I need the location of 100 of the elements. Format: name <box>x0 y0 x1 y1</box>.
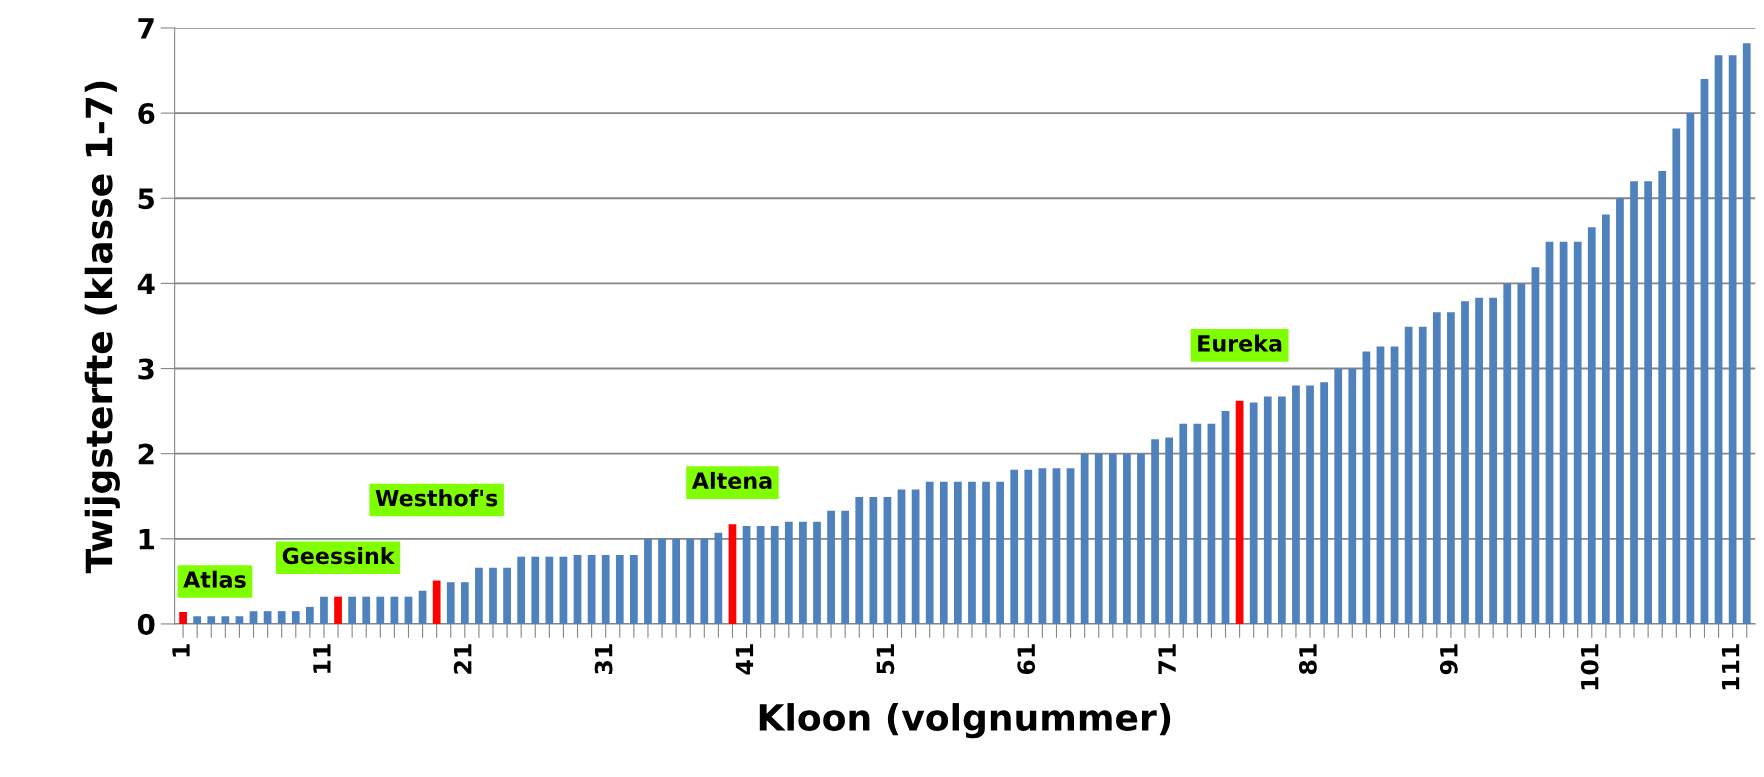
bar <box>362 596 371 624</box>
bar <box>1531 267 1540 624</box>
bar <box>1010 469 1019 624</box>
bar <box>1179 423 1188 624</box>
bar <box>1559 241 1568 624</box>
bar <box>1066 468 1075 624</box>
bar <box>813 521 821 624</box>
bar <box>883 497 892 624</box>
bar <box>531 556 540 624</box>
bar <box>1573 241 1582 624</box>
bar <box>953 481 962 624</box>
x-tick-label: 21 <box>453 644 472 674</box>
bar <box>686 538 695 624</box>
bar <box>1517 283 1526 624</box>
bar <box>601 554 610 624</box>
bar <box>996 481 1004 624</box>
bar <box>1418 326 1427 624</box>
bar <box>1334 368 1343 624</box>
bar <box>1390 346 1399 624</box>
bar <box>1447 312 1455 624</box>
bar <box>1348 368 1357 624</box>
bar <box>1306 385 1314 624</box>
bar <box>784 521 793 624</box>
bar <box>1545 241 1554 624</box>
bar <box>503 567 511 624</box>
bar <box>615 554 624 624</box>
bar <box>475 567 483 624</box>
bar <box>291 611 300 624</box>
bar <box>1038 468 1047 624</box>
bar <box>855 497 864 624</box>
bar <box>770 526 779 624</box>
bar <box>1277 396 1286 624</box>
bar <box>897 489 906 624</box>
x-tick-label: 31 <box>594 644 613 674</box>
y-axis-title: Twijgsterfte (klasse 1-7) <box>84 81 120 574</box>
bar <box>1123 453 1131 624</box>
x-tick-label: 101 <box>1580 644 1599 690</box>
bar <box>911 489 920 624</box>
bar <box>517 556 526 624</box>
bar <box>1503 283 1512 624</box>
bar <box>700 538 709 624</box>
bar <box>446 582 455 624</box>
bar <box>1235 400 1244 624</box>
bar <box>1587 227 1596 624</box>
bar <box>644 538 652 624</box>
bar <box>799 521 807 624</box>
bar <box>376 596 385 624</box>
bar <box>545 556 554 624</box>
bar <box>559 556 568 624</box>
bar <box>742 526 751 624</box>
bar <box>1108 453 1117 624</box>
bar <box>277 611 286 624</box>
bar <box>714 532 723 624</box>
bar <box>841 510 850 624</box>
bar <box>1080 453 1089 624</box>
bar <box>1686 113 1695 624</box>
bar <box>207 616 216 624</box>
x-tick-label: 61 <box>1017 644 1036 675</box>
bar <box>1432 312 1441 624</box>
bar <box>1489 297 1498 624</box>
x-tick-label: 41 <box>735 644 754 675</box>
x-tick-label: 81 <box>1299 644 1317 675</box>
bar <box>179 612 187 624</box>
bar <box>1461 301 1469 624</box>
bar <box>1376 346 1385 624</box>
bar <box>1630 181 1638 624</box>
y-tick-label: 2 <box>138 443 154 465</box>
bar <box>1024 469 1033 624</box>
bar <box>418 590 427 624</box>
x-axis-title: Kloon (volgnummer) <box>759 703 1171 739</box>
y-tick-label: 0 <box>137 613 155 635</box>
y-tick-label: 4 <box>137 273 155 294</box>
x-tick-label: 11 <box>313 644 331 673</box>
x-tick-label: 1 <box>172 644 190 657</box>
bar <box>1207 423 1216 624</box>
bar <box>348 596 356 624</box>
bar <box>404 596 413 624</box>
x-tick-label: 71 <box>1158 644 1176 674</box>
bar <box>827 510 835 624</box>
annotation: Geessink <box>282 547 395 565</box>
bar <box>1658 171 1667 624</box>
bar <box>1165 437 1174 624</box>
x-tick-label: 91 <box>1439 644 1458 675</box>
bar <box>629 554 638 624</box>
bar <box>658 538 666 624</box>
bar <box>1672 128 1681 624</box>
annotation: Altena <box>691 471 772 490</box>
bar <box>263 611 272 624</box>
x-tick-label: 51 <box>876 644 895 674</box>
y-tick-label: 5 <box>138 188 154 210</box>
bar <box>1151 439 1159 624</box>
bar <box>587 554 596 624</box>
bar <box>1601 214 1610 624</box>
y-tick-label: 7 <box>138 18 154 39</box>
bar <box>939 481 948 624</box>
bar <box>756 526 765 624</box>
bar <box>925 481 934 624</box>
bar <box>235 616 244 624</box>
x-tick-label: 111 <box>1721 644 1740 690</box>
bar <box>1742 43 1751 624</box>
